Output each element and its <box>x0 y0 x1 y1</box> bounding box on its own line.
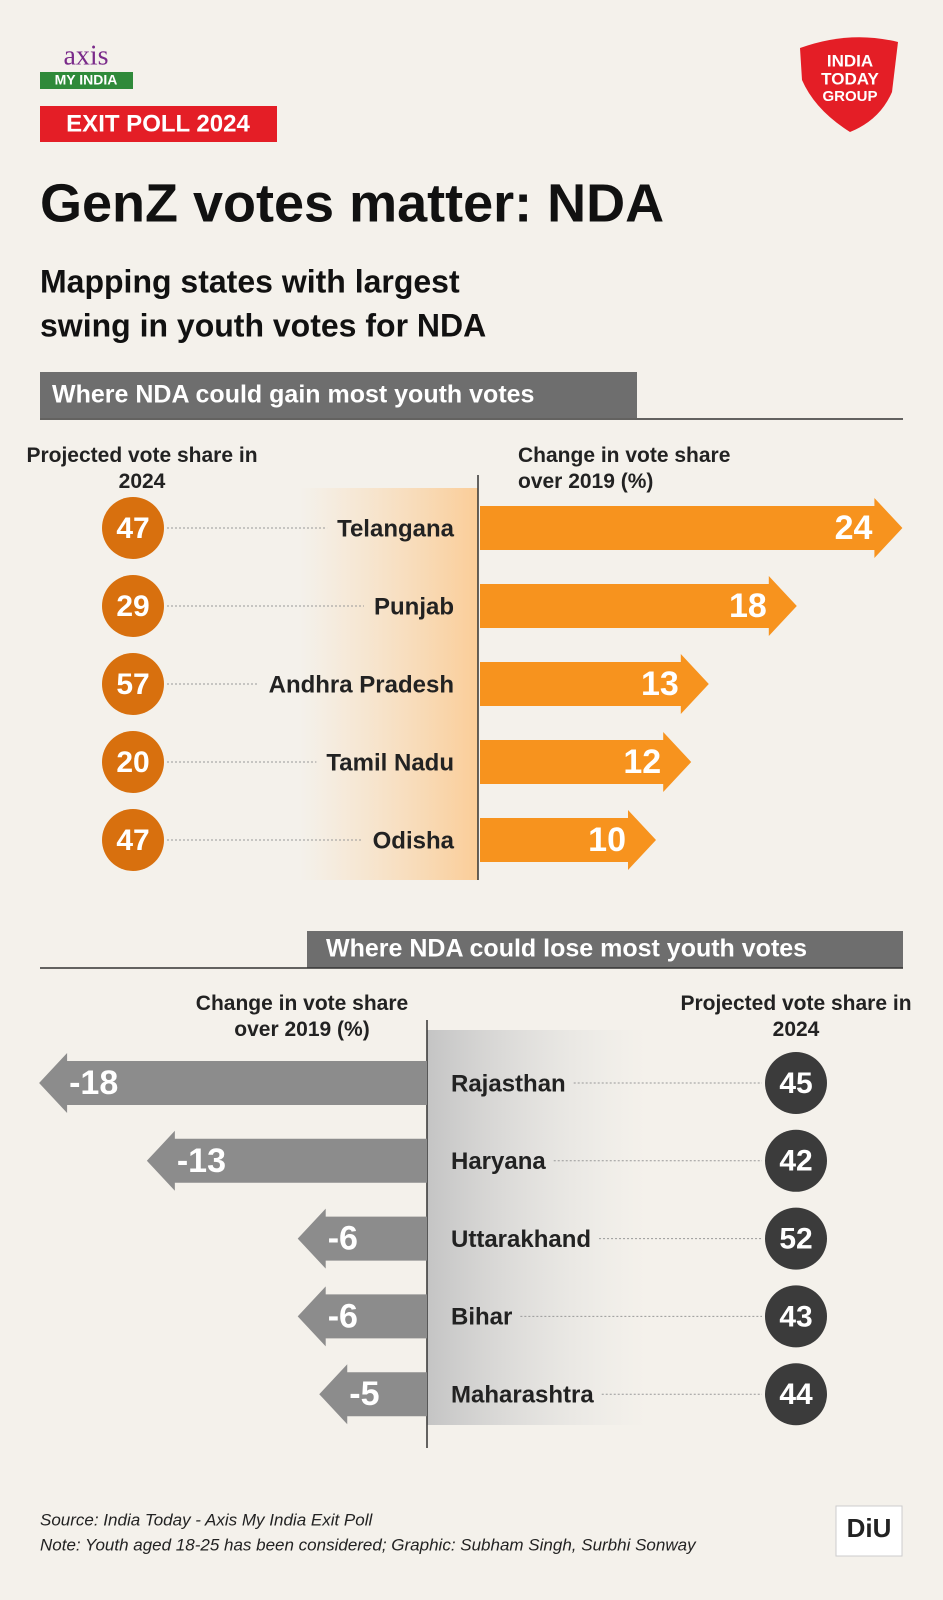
share-circle <box>102 575 164 637</box>
share-circle <box>765 1207 827 1270</box>
category-label: Andhra Pradesh <box>269 671 454 698</box>
value-label: -6 <box>328 1220 358 1258</box>
bar-arrow <box>480 576 797 636</box>
label-panel <box>300 488 478 880</box>
column-header: Change in vote share over 2019 (%) <box>518 444 731 493</box>
publisher-line: GROUP <box>822 88 877 105</box>
section-title: Where NDA could lose most youth votes <box>326 935 807 963</box>
source: Source: India Today - Axis My India Exit… <box>40 1510 374 1529</box>
publisher-logo <box>800 37 898 133</box>
bar-arrow <box>480 654 709 714</box>
share-label: 29 <box>116 590 149 623</box>
value-label: 18 <box>729 587 767 625</box>
subtitle: swing in youth votes for NDA <box>40 307 486 343</box>
share-circle <box>102 653 164 715</box>
category-label: Rajasthan <box>451 1070 566 1097</box>
section-title: Where NDA could gain most youth votes <box>52 381 534 409</box>
share-label: 47 <box>116 824 149 857</box>
diu-logo: DiU <box>847 1513 892 1543</box>
category-label: Haryana <box>451 1148 546 1175</box>
share-circle <box>765 1363 827 1426</box>
label-panel <box>427 1030 647 1425</box>
badge: EXIT POLL 2024 <box>66 110 250 137</box>
share-circle <box>102 731 164 793</box>
brand-sub: MY INDIA <box>55 72 118 88</box>
share-label: 44 <box>779 1378 813 1411</box>
category-label: Odisha <box>373 827 455 854</box>
bar-arrow <box>480 732 692 792</box>
bar-arrow <box>480 810 656 870</box>
publisher-line: INDIA <box>827 51 873 70</box>
category-label: Telangana <box>337 515 455 542</box>
badge-box <box>40 106 277 142</box>
category-label: Tamil Nadu <box>326 749 454 776</box>
brand: axis <box>63 40 108 71</box>
share-circle <box>102 809 164 871</box>
bar-arrow <box>39 1053 427 1113</box>
share-label: 45 <box>779 1067 812 1100</box>
column-header: Projected vote share in 2024 <box>26 444 258 493</box>
title: GenZ votes matter: NDA <box>40 173 664 233</box>
share-circle <box>102 497 164 559</box>
value-label: 12 <box>623 743 661 781</box>
value-label: -5 <box>349 1375 379 1413</box>
value-label: 10 <box>588 821 626 859</box>
column-header: Projected vote share in 2024 <box>680 992 912 1041</box>
category-label: Punjab <box>374 593 454 620</box>
share-label: 47 <box>116 512 149 545</box>
share-circle <box>765 1129 827 1192</box>
category-label: Maharashtra <box>451 1382 594 1409</box>
value-label: 13 <box>641 665 679 703</box>
section-box <box>307 931 903 968</box>
category-label: Bihar <box>451 1304 512 1331</box>
bar-arrow <box>319 1364 427 1425</box>
share-label: 20 <box>116 746 149 779</box>
value-label: -6 <box>328 1297 358 1335</box>
share-label: 57 <box>116 668 149 701</box>
share-circle <box>765 1285 827 1348</box>
bar-arrow <box>480 498 903 558</box>
note: Note: Youth aged 18-25 has been consider… <box>40 1535 697 1554</box>
share-label: 42 <box>779 1145 812 1178</box>
bar-arrow <box>297 1286 427 1347</box>
diu-box <box>835 1505 903 1557</box>
value-label: -13 <box>177 1142 226 1180</box>
category-label: Uttarakhand <box>451 1226 591 1253</box>
section-box <box>40 372 637 418</box>
value-label: 24 <box>835 509 873 547</box>
brand-box <box>40 72 133 89</box>
bar-arrow <box>146 1130 427 1191</box>
subtitle: Mapping states with largest <box>40 263 460 299</box>
share-circle <box>765 1052 827 1114</box>
bar-arrow <box>297 1208 427 1269</box>
share-label: 52 <box>779 1223 812 1256</box>
value-label: -18 <box>69 1064 118 1102</box>
column-header: Change in vote share over 2019 (%) <box>195 992 409 1041</box>
share-label: 43 <box>779 1300 812 1333</box>
publisher-line: TODAY <box>821 69 879 88</box>
